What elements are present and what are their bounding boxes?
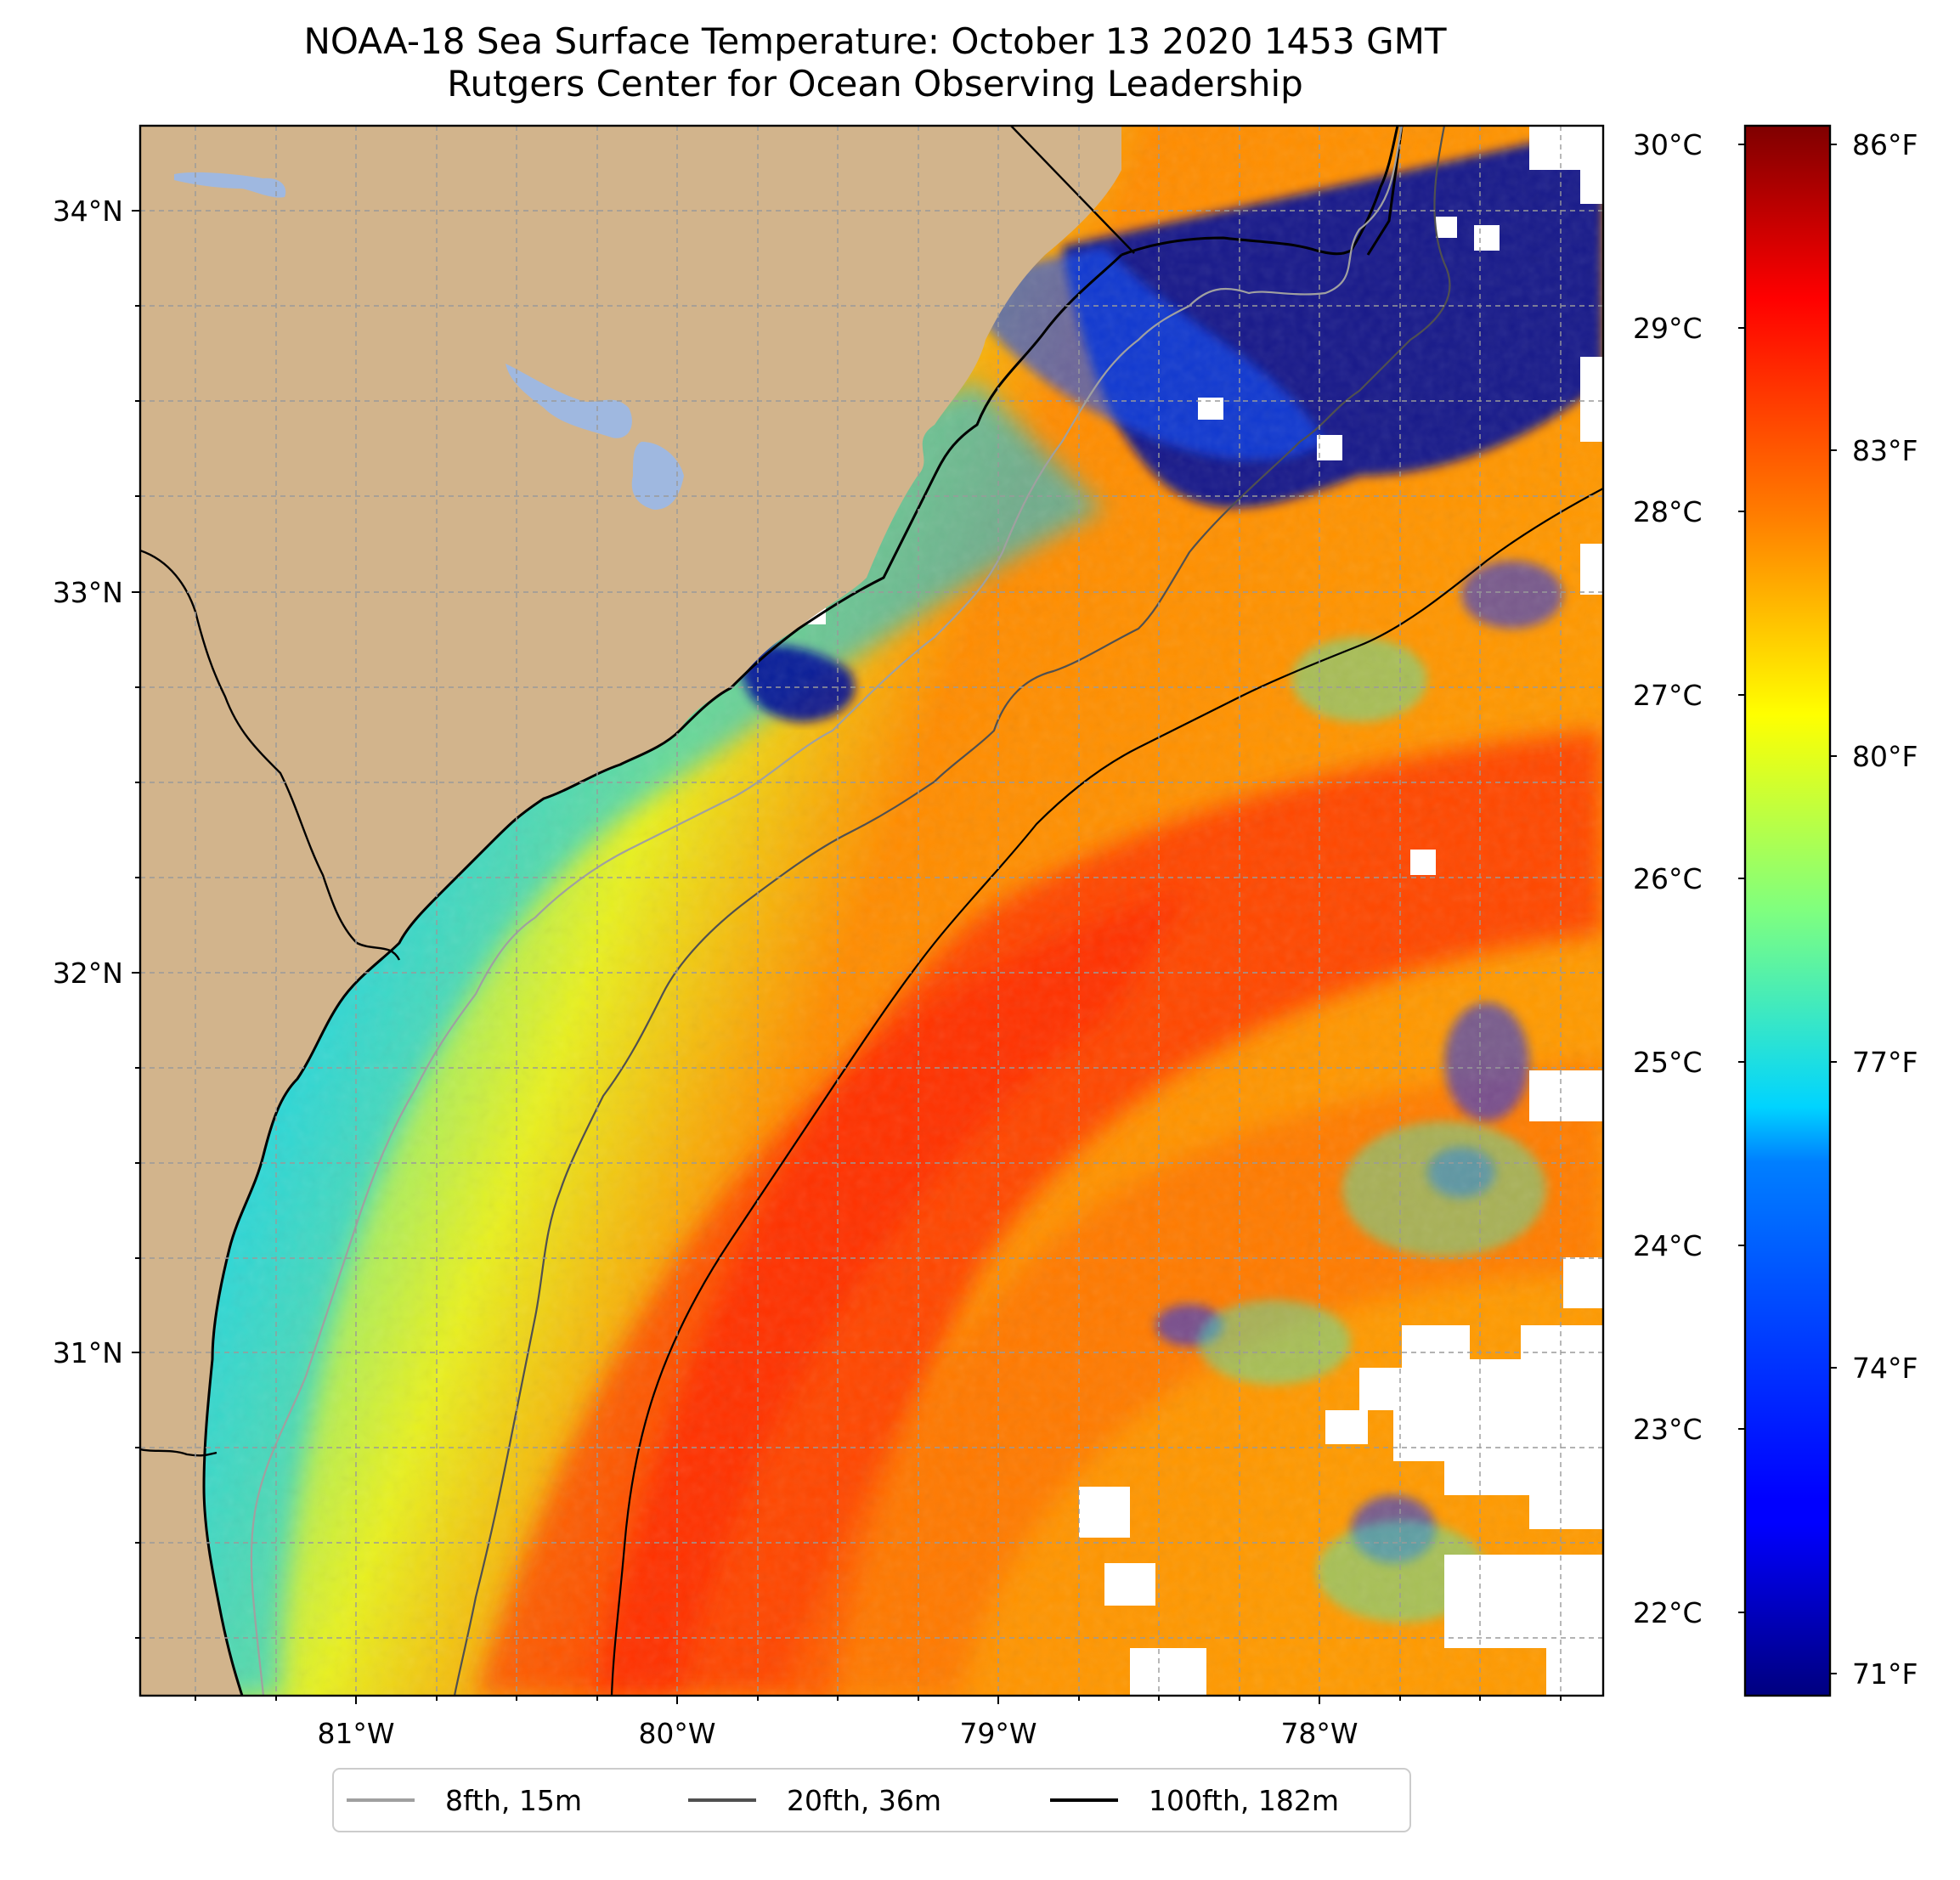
celsius-label-27: 27°C bbox=[1633, 679, 1703, 712]
lake-icon bbox=[174, 172, 286, 198]
legend-label-8fth: 8fth, 15m bbox=[445, 1784, 582, 1817]
fahrenheit-label-86: 86°F bbox=[1852, 128, 1918, 161]
lon-label-80w: 80°W bbox=[638, 1717, 715, 1750]
ga-fl-border bbox=[140, 1448, 217, 1457]
lat-ticks bbox=[132, 210, 140, 1639]
fahrenheit-label-80: 80°F bbox=[1852, 740, 1918, 773]
lon-label-79w: 79°W bbox=[959, 1717, 1036, 1750]
coastline-north bbox=[1121, 126, 1399, 257]
lon-label-81w: 81°W bbox=[317, 1717, 394, 1750]
map-frame bbox=[138, 124, 1605, 1697]
map-area bbox=[140, 126, 1603, 1696]
fahrenheit-label-83: 83°F bbox=[1852, 434, 1918, 467]
legend-label-20fth: 20fth, 36m bbox=[787, 1784, 941, 1817]
celsius-label-26: 26°C bbox=[1633, 862, 1703, 895]
nc-sc-border bbox=[1010, 126, 1135, 254]
sc-ga-border bbox=[140, 549, 401, 961]
celsius-ticks bbox=[1738, 144, 1745, 1613]
lat-label-33n: 33°N bbox=[53, 576, 123, 609]
lake-moultrie-icon bbox=[631, 442, 684, 510]
chart-subtitle: Rutgers Center for Ocean Observing Leade… bbox=[447, 63, 1303, 104]
celsius-label-28: 28°C bbox=[1633, 495, 1703, 528]
fahrenheit-label-74: 74°F bbox=[1852, 1352, 1918, 1385]
celsius-label-30: 30°C bbox=[1633, 128, 1703, 161]
colorbar bbox=[1743, 124, 1832, 1697]
legend-label-100fth: 100fth, 182m bbox=[1149, 1784, 1339, 1817]
celsius-label-22: 22°C bbox=[1633, 1596, 1703, 1629]
lat-label-32n: 32°N bbox=[53, 957, 123, 990]
isobath-20fth bbox=[453, 126, 1451, 1696]
legend: 8fth, 15m 20fth, 36m 100fth, 182m bbox=[332, 1768, 1411, 1832]
celsius-label-23: 23°C bbox=[1633, 1413, 1703, 1446]
graticule bbox=[140, 126, 1603, 1696]
outer-banks bbox=[1366, 126, 1404, 256]
lon-ticks bbox=[195, 1696, 1562, 1704]
celsius-label-24: 24°C bbox=[1633, 1229, 1703, 1262]
celsius-label-25: 25°C bbox=[1633, 1046, 1703, 1079]
coastline bbox=[202, 253, 1123, 1696]
lat-label-34n: 34°N bbox=[53, 195, 123, 228]
celsius-label-29: 29°C bbox=[1633, 312, 1703, 345]
lon-label-78w: 78°W bbox=[1280, 1717, 1358, 1750]
fahrenheit-ticks bbox=[1830, 144, 1837, 1674]
isobath-8fth bbox=[250, 126, 1404, 1696]
land bbox=[140, 126, 1121, 1696]
lat-label-31n: 31°N bbox=[53, 1336, 123, 1369]
chart-title: NOAA-18 Sea Surface Temperature: October… bbox=[303, 20, 1447, 62]
legend-box bbox=[332, 1768, 1411, 1832]
lake-marion-icon bbox=[506, 364, 632, 438]
isobath-100fth bbox=[610, 488, 1603, 1696]
fahrenheit-label-77: 77°F bbox=[1852, 1046, 1918, 1079]
cloud-mask bbox=[803, 126, 1603, 1696]
fahrenheit-label-71: 71°F bbox=[1852, 1657, 1918, 1691]
